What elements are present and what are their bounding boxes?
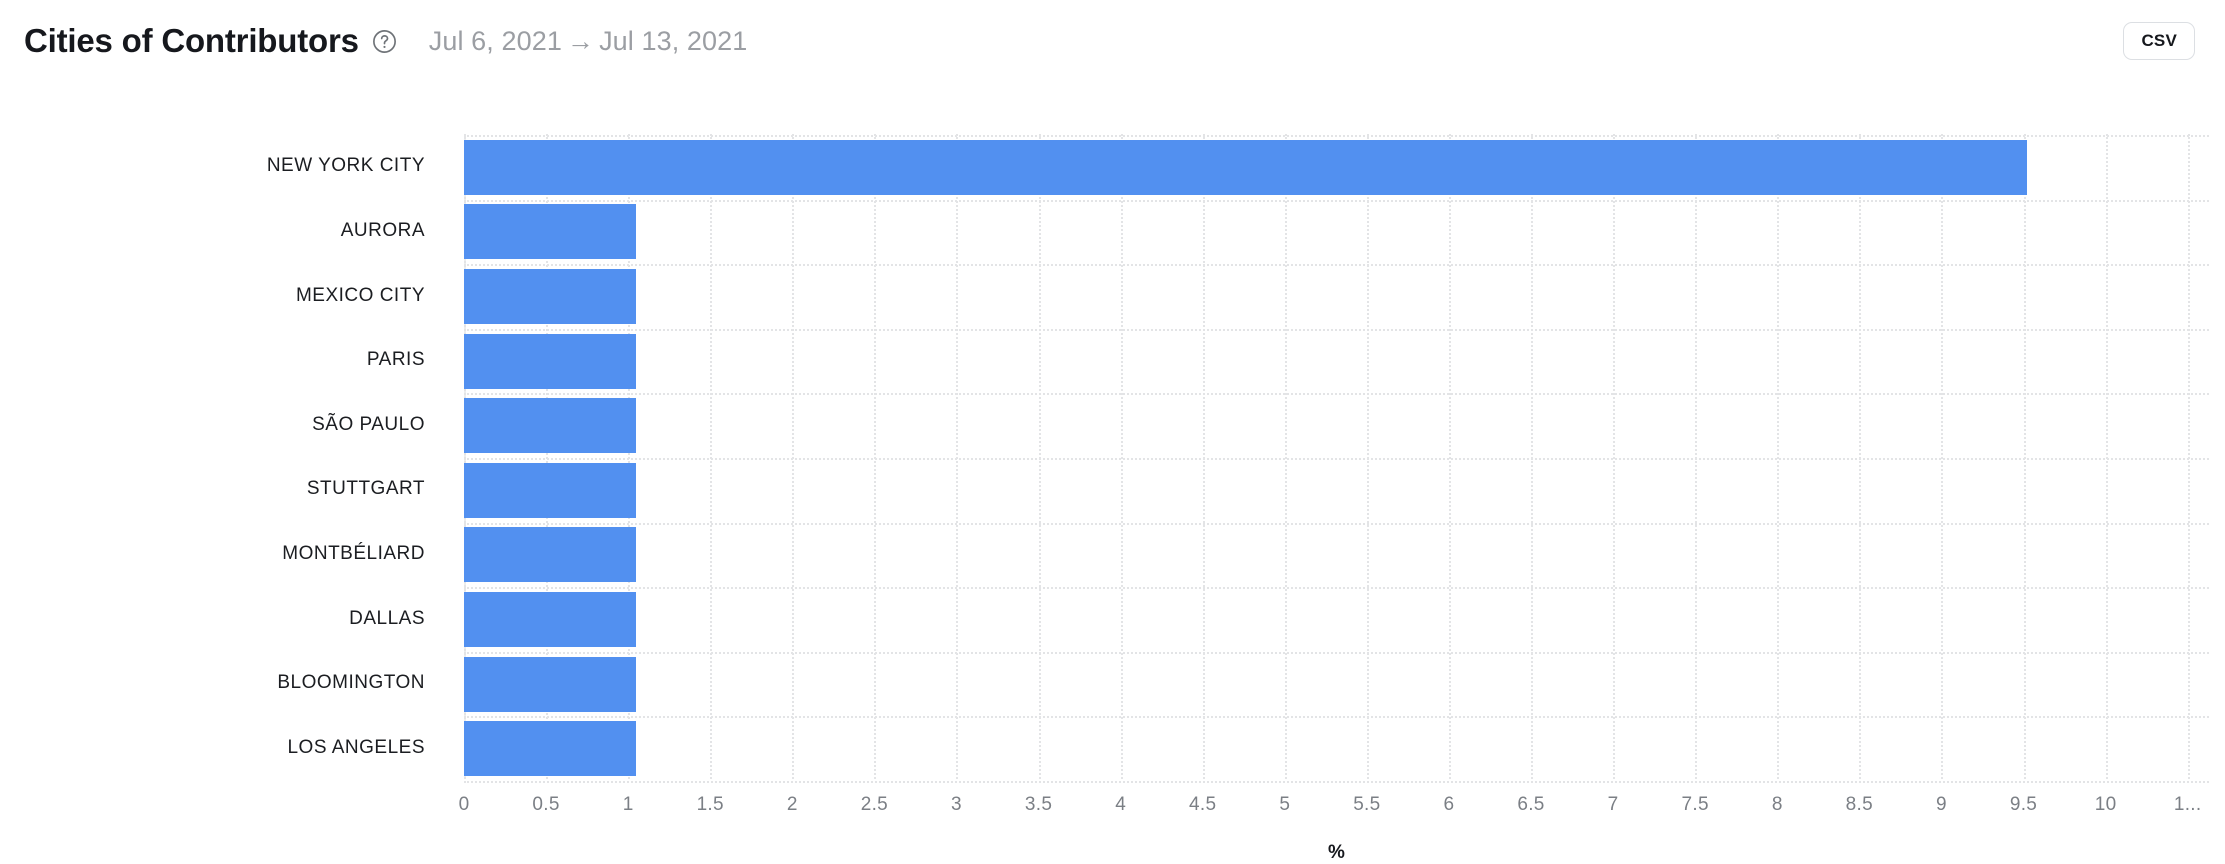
- bar-row[interactable]: [464, 656, 637, 712]
- bar-row[interactable]: [464, 204, 637, 260]
- gridline-vertical: [1859, 134, 1862, 779]
- bar-row[interactable]: [464, 721, 637, 777]
- bar[interactable]: [464, 721, 637, 777]
- gridline-vertical: [710, 134, 713, 779]
- bar[interactable]: [464, 462, 637, 518]
- x-axis-tick-label: 8.5: [1845, 794, 1873, 815]
- gridline-vertical: [1202, 134, 1205, 779]
- bar[interactable]: [464, 333, 637, 389]
- gridline-vertical: [1366, 134, 1369, 779]
- date-range-arrow-icon: →: [566, 25, 595, 56]
- bar[interactable]: [464, 527, 637, 583]
- gridline-horizontal: [464, 458, 2209, 460]
- bar-chart: NEW YORK CITY AURORA MEXICO CITY PARIS SÃO P…: [0, 82, 2225, 864]
- page-title: Cities of Contributors: [24, 22, 359, 59]
- category-label: LOS ANGELES: [287, 736, 425, 758]
- x-axis-tick-label: 4: [1115, 794, 1127, 815]
- x-axis-tick-label: 1.5: [696, 794, 724, 815]
- gridline-vertical: [1120, 134, 1123, 779]
- x-axis-tick-label: 9: [1935, 794, 1947, 815]
- gridline-horizontal: [464, 716, 2209, 719]
- x-axis-tick-label: 9.5: [2009, 794, 2038, 815]
- bar[interactable]: [464, 269, 637, 324]
- bar[interactable]: [464, 592, 637, 647]
- bar-row[interactable]: [464, 592, 637, 647]
- csv-export-button[interactable]: CSV: [2123, 22, 2195, 60]
- x-axis-title: %: [1328, 842, 1345, 863]
- gridline-vertical: [874, 134, 877, 779]
- bar-row[interactable]: [464, 462, 637, 518]
- gridline-vertical: [1777, 134, 1780, 779]
- x-axis-tick-label: 1: [622, 794, 634, 815]
- x-axis-tick-label: 0: [458, 794, 470, 815]
- panel-header: Cities of Contributors Jul 6, 2021 → Jul 1…: [0, 0, 2225, 82]
- gridline-vertical: [792, 134, 795, 779]
- category-label: STUTTGART: [306, 478, 425, 500]
- gridline-vertical: [2105, 134, 2108, 779]
- date-range-end: Jul 13, 2021: [599, 25, 748, 56]
- x-axis-tick-label: 3.5: [1024, 794, 1053, 815]
- plot-area: [464, 134, 2209, 783]
- date-range: Jul 6, 2021 → Jul 13, 2021: [429, 26, 748, 57]
- x-axis-tick-label: 7: [1607, 794, 1619, 815]
- x-axis-tick-label: 6: [1443, 794, 1455, 815]
- bar-row[interactable]: [464, 139, 2027, 195]
- bar-row[interactable]: [464, 527, 637, 583]
- category-label: DALLAS: [349, 607, 425, 629]
- gridline-horizontal: [464, 328, 2209, 331]
- category-label: MONTBÉLIARD: [282, 542, 425, 564]
- gridline-vertical: [1613, 134, 1616, 779]
- x-axis-tick-label: 4.5: [1189, 794, 1217, 815]
- gridline-horizontal: [464, 587, 2209, 590]
- x-axis-tick-label: 10: [2094, 794, 2117, 815]
- category-label: SÃO PAULO: [312, 413, 425, 435]
- category-label: MEXICO CITY: [295, 284, 425, 306]
- date-range-start: Jul 6, 2021: [428, 25, 562, 56]
- bar-row[interactable]: [464, 333, 637, 389]
- x-axis-tick-label: 3: [951, 794, 962, 815]
- gridline-vertical: [1038, 134, 1041, 779]
- gridline-horizontal: [464, 651, 2209, 654]
- bar[interactable]: [464, 398, 637, 454]
- category-label: NEW YORK CITY: [266, 155, 425, 177]
- bar[interactable]: [464, 204, 637, 260]
- gridline-horizontal: [464, 199, 2209, 202]
- gridline-vertical: [2187, 134, 2190, 779]
- category-label: AURORA: [340, 219, 425, 241]
- category-label: PARIS: [366, 349, 425, 371]
- x-axis-tick-label: 7.5: [1681, 794, 1709, 815]
- question-circle-icon[interactable]: [372, 29, 397, 54]
- x-axis-tick-label: 5: [1279, 794, 1291, 815]
- gridline-horizontal: [464, 522, 2209, 525]
- gridline-vertical: [1941, 134, 1944, 779]
- gridline-vertical: [1531, 134, 1534, 779]
- gridline-vertical: [956, 134, 959, 779]
- x-axis-tick-label: 8: [1771, 794, 1783, 815]
- x-axis-tick-label: 1...: [2173, 794, 2202, 815]
- gridline-vertical: [2023, 134, 2026, 779]
- bar[interactable]: [464, 656, 637, 712]
- x-axis-tick-label: 5.5: [1353, 794, 1381, 815]
- gridline-vertical: [1448, 134, 1451, 779]
- gridline-vertical: [1284, 134, 1287, 779]
- gridline-horizontal: [464, 264, 2209, 267]
- gridline-horizontal: [464, 135, 2209, 137]
- bar-row[interactable]: [464, 269, 637, 324]
- category-label: BLOOMINGTON: [277, 672, 425, 694]
- x-axis-tick-label: 2: [786, 794, 798, 815]
- bar-row[interactable]: [464, 398, 637, 454]
- x-axis-tick-label: 2.5: [860, 794, 889, 815]
- gridline-horizontal: [464, 393, 2209, 396]
- gridline-horizontal: [464, 781, 2209, 783]
- x-axis-tick-label: 0.5: [532, 794, 560, 815]
- bar[interactable]: [464, 139, 2027, 195]
- gridline-vertical: [1695, 134, 1698, 779]
- x-axis-tick-label: 6.5: [1517, 794, 1545, 815]
